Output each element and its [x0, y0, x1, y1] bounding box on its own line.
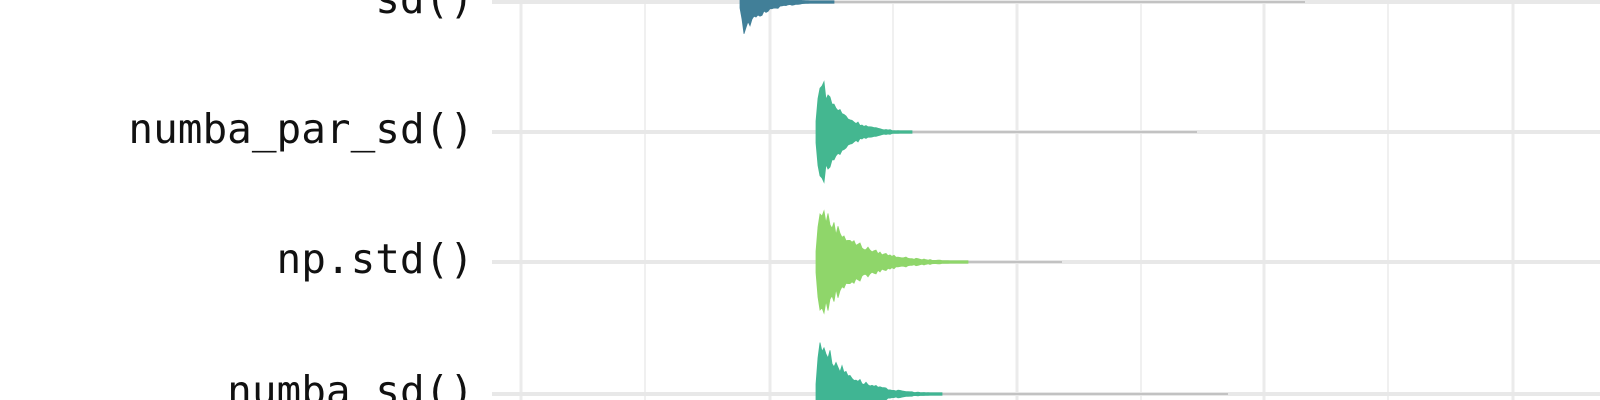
category-label: sd(): [375, 0, 474, 23]
vertical-grid: [519, 0, 1515, 400]
category-label: numba_sd(): [227, 367, 474, 400]
category-label: numba_par_sd(): [128, 105, 474, 153]
violin: [739, 0, 835, 34]
category-label: np.std(): [277, 235, 474, 283]
violin: [815, 342, 943, 400]
violin: [815, 80, 913, 184]
violin: [815, 209, 969, 315]
